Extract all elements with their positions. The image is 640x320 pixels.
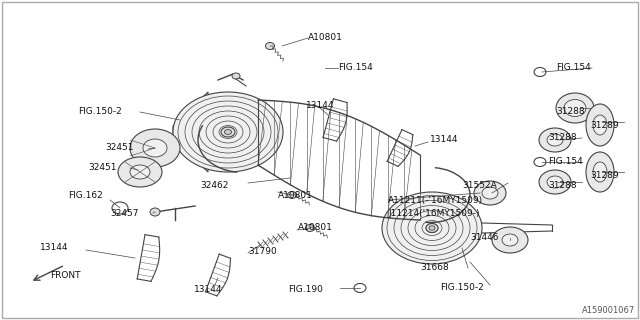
Text: 31446: 31446 xyxy=(470,234,499,243)
Ellipse shape xyxy=(474,181,506,205)
Text: 31289: 31289 xyxy=(590,121,619,130)
Text: 31552A: 31552A xyxy=(462,180,497,189)
Text: 32457: 32457 xyxy=(110,209,138,218)
Ellipse shape xyxy=(586,104,614,146)
Ellipse shape xyxy=(225,130,232,134)
Text: 31289: 31289 xyxy=(590,171,619,180)
Ellipse shape xyxy=(547,176,563,188)
Text: A10801: A10801 xyxy=(278,190,313,199)
Text: 13144: 13144 xyxy=(306,100,334,109)
Text: A10801: A10801 xyxy=(308,34,343,43)
Text: J11214('16MY1509-): J11214('16MY1509-) xyxy=(388,209,479,218)
Ellipse shape xyxy=(586,152,614,192)
Text: 32451: 32451 xyxy=(105,143,134,153)
Ellipse shape xyxy=(130,165,150,179)
Text: 32451: 32451 xyxy=(88,164,116,172)
Ellipse shape xyxy=(232,73,240,79)
Ellipse shape xyxy=(556,93,594,123)
Text: 31668: 31668 xyxy=(420,263,449,273)
Ellipse shape xyxy=(118,157,162,187)
Text: 31288: 31288 xyxy=(556,108,584,116)
Ellipse shape xyxy=(502,234,518,246)
Text: 32462: 32462 xyxy=(200,180,228,189)
Text: FIG.190: FIG.190 xyxy=(288,285,323,294)
Text: A10801: A10801 xyxy=(298,223,333,233)
Text: A11211(-'16MY1509): A11211(-'16MY1509) xyxy=(388,196,483,204)
Text: 31288: 31288 xyxy=(548,133,577,142)
Text: FIG.162: FIG.162 xyxy=(68,191,103,201)
Text: 13144: 13144 xyxy=(40,244,68,252)
Text: 13144: 13144 xyxy=(430,135,458,145)
Ellipse shape xyxy=(130,129,180,167)
Ellipse shape xyxy=(492,227,528,253)
Ellipse shape xyxy=(539,170,571,194)
Text: FRONT: FRONT xyxy=(50,270,81,279)
Ellipse shape xyxy=(266,43,275,50)
Ellipse shape xyxy=(539,128,571,152)
Ellipse shape xyxy=(593,115,607,135)
Ellipse shape xyxy=(564,100,586,116)
Text: FIG.150-2: FIG.150-2 xyxy=(440,284,484,292)
Ellipse shape xyxy=(150,208,160,216)
Text: FIG.154: FIG.154 xyxy=(338,63,372,73)
Ellipse shape xyxy=(143,139,167,157)
Ellipse shape xyxy=(482,187,498,199)
Ellipse shape xyxy=(382,192,482,264)
Text: FIG.150-2: FIG.150-2 xyxy=(78,108,122,116)
Ellipse shape xyxy=(429,226,435,230)
Text: 31790: 31790 xyxy=(248,247,276,257)
Text: 31288: 31288 xyxy=(548,180,577,189)
Text: 13144: 13144 xyxy=(194,285,222,294)
Text: A159001067: A159001067 xyxy=(582,306,635,315)
Polygon shape xyxy=(173,92,208,172)
Text: FIG.154: FIG.154 xyxy=(556,63,591,73)
Ellipse shape xyxy=(305,225,314,231)
Ellipse shape xyxy=(547,134,563,146)
Ellipse shape xyxy=(221,127,235,137)
Ellipse shape xyxy=(287,191,296,198)
Ellipse shape xyxy=(173,92,283,172)
Ellipse shape xyxy=(593,162,607,182)
Ellipse shape xyxy=(426,223,438,233)
Text: FIG.154: FIG.154 xyxy=(548,157,583,166)
